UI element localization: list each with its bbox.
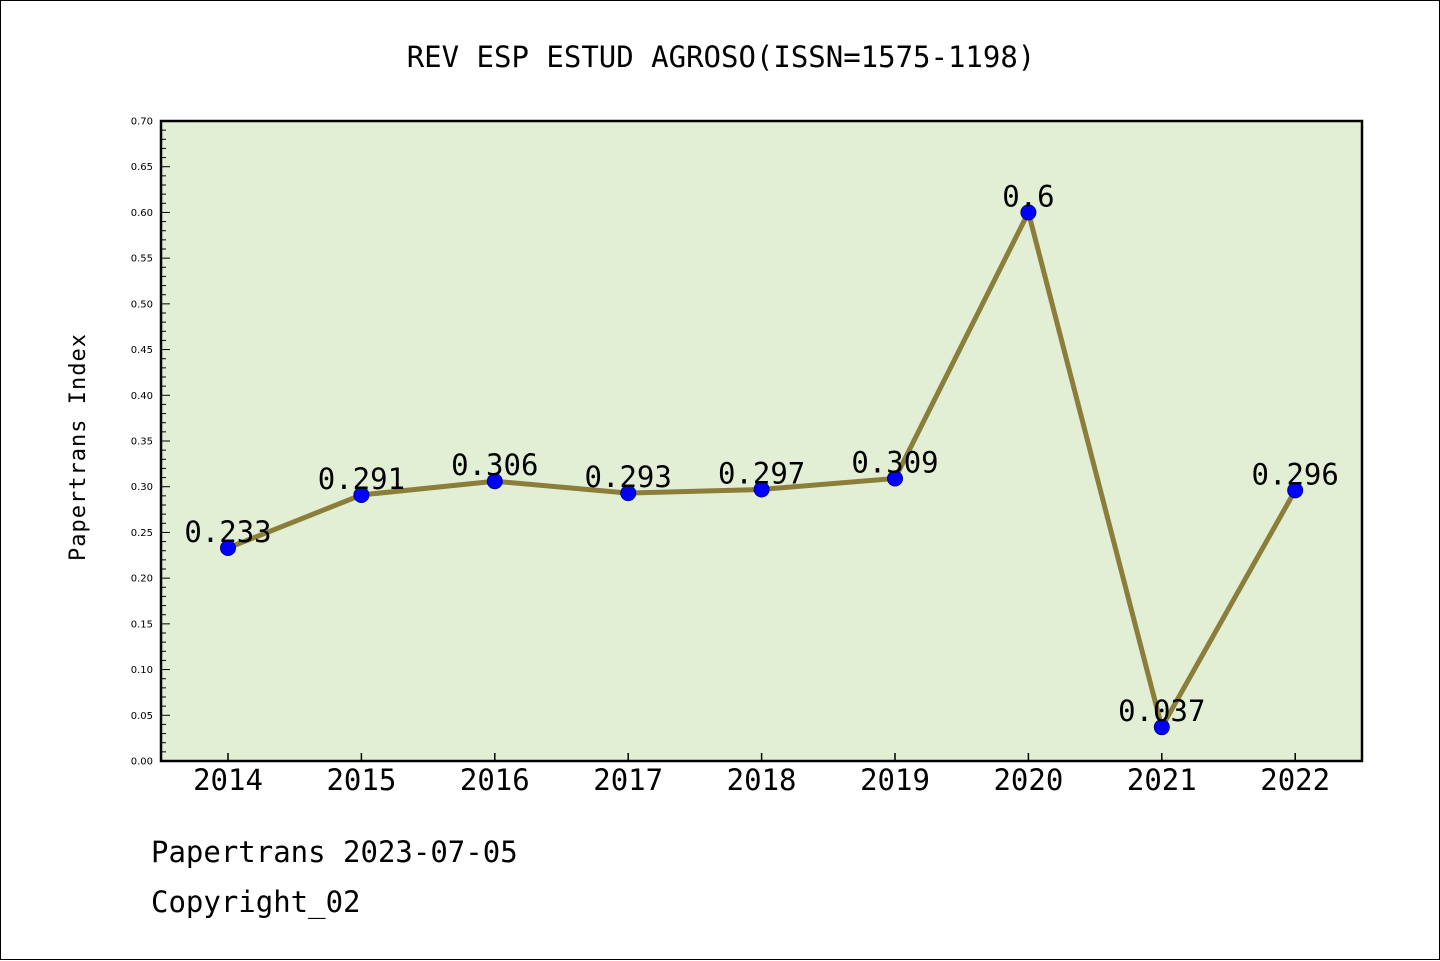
data-point bbox=[753, 481, 770, 498]
data-label: 0.309 bbox=[851, 445, 938, 479]
data-point bbox=[1287, 482, 1304, 499]
plot-area bbox=[159, 119, 1364, 763]
data-point bbox=[486, 473, 503, 490]
chart-title: REV ESP ESTUD AGROSO(ISSN=1575-1198) bbox=[407, 40, 1036, 74]
data-label: 0.297 bbox=[718, 456, 805, 490]
y-tick-label: 0.20 bbox=[131, 574, 153, 585]
data-point bbox=[1153, 719, 1170, 736]
y-tick-label: 0.40 bbox=[131, 391, 153, 402]
data-label: 0.6 bbox=[1002, 179, 1054, 213]
x-tick-label: 2014 bbox=[193, 763, 263, 797]
y-tick-label: 0.55 bbox=[131, 254, 153, 265]
y-tick-label: 0.00 bbox=[131, 757, 153, 768]
y-tick-label: 0.65 bbox=[131, 162, 153, 173]
series-layer: 0.233 0.291 0.306 0.293 0.297 0.309 0.6 0.037 0.… bbox=[184, 179, 1339, 736]
x-axis: 2014 2015 2016 2017 2018 2019 2020 2021 2022 bbox=[193, 753, 1330, 797]
y-axis-label: Papertrans Index bbox=[66, 333, 91, 561]
y-axis: 0.00 0.05 0.10 0.15 0.20 0.25 0.30 0.35 0.40 0.45… bbox=[131, 117, 170, 768]
data-label: 0.293 bbox=[585, 460, 672, 494]
x-tick-label: 2020 bbox=[993, 763, 1063, 797]
data-label: 0.233 bbox=[184, 515, 271, 549]
y-tick-label: 0.10 bbox=[131, 665, 153, 676]
footer-date: Papertrans 2023-07-05 bbox=[151, 835, 518, 869]
y-tick-label: 0.35 bbox=[131, 437, 153, 448]
y-tick-label: 0.45 bbox=[131, 345, 153, 356]
data-point bbox=[620, 485, 637, 502]
x-tick-label: 2019 bbox=[860, 763, 930, 797]
data-label: 0.306 bbox=[451, 448, 538, 482]
footer-copyright: Copyright_02 bbox=[151, 885, 361, 919]
y-tick-label: 0.30 bbox=[131, 482, 153, 493]
data-point bbox=[1020, 204, 1037, 221]
y-tick-label: 0.15 bbox=[131, 619, 153, 630]
x-tick-label: 2018 bbox=[727, 763, 797, 797]
y-tick-label: 0.50 bbox=[131, 299, 153, 310]
data-label: 0.037 bbox=[1118, 694, 1205, 728]
data-label: 0.291 bbox=[318, 462, 405, 496]
data-label: 0.296 bbox=[1252, 457, 1339, 491]
x-tick-label: 2017 bbox=[593, 763, 663, 797]
x-tick-label: 2022 bbox=[1260, 763, 1330, 797]
y-tick-label: 0.05 bbox=[131, 711, 153, 722]
data-point bbox=[220, 539, 236, 556]
data-point bbox=[887, 470, 903, 487]
x-tick-label: 2021 bbox=[1127, 763, 1197, 797]
x-tick-label: 2016 bbox=[460, 763, 530, 797]
y-tick-label: 0.60 bbox=[131, 208, 153, 219]
y-tick-label: 0.25 bbox=[131, 528, 153, 539]
data-point bbox=[353, 486, 370, 503]
y-tick-label: 0.70 bbox=[131, 117, 153, 128]
x-tick-label: 2015 bbox=[326, 763, 396, 797]
